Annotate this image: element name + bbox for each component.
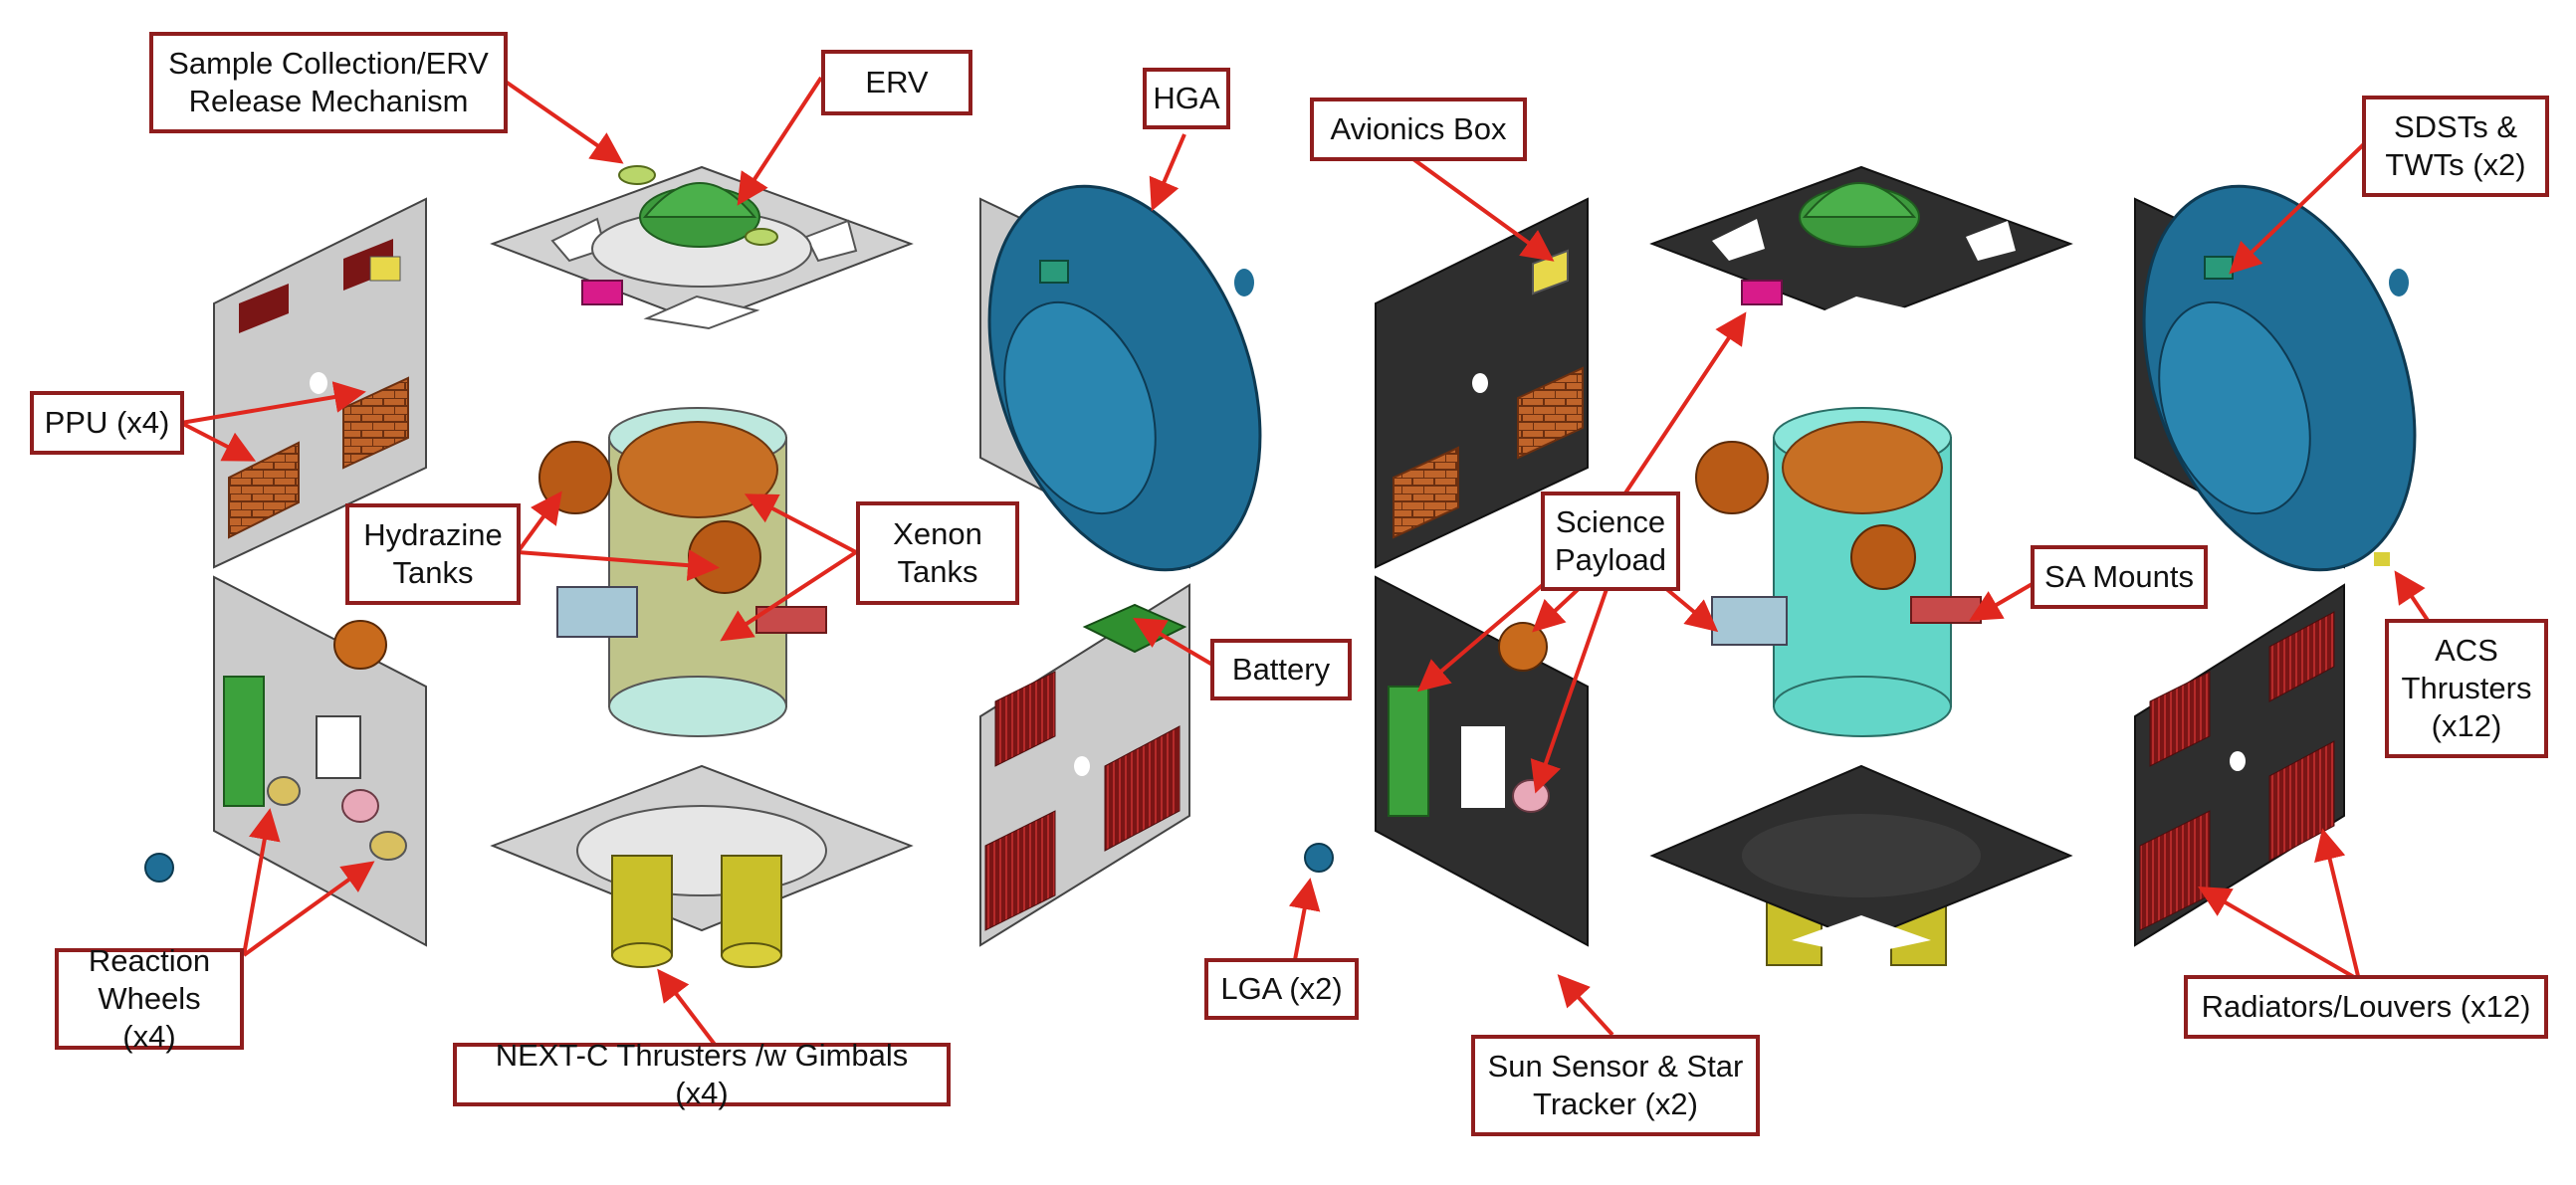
callout-sa-mounts: SA Mounts	[2031, 545, 2208, 609]
callout-sdsts-twts: SDSTs & TWTs (x2)	[2362, 96, 2549, 197]
hga-panel-light	[979, 184, 1262, 572]
callout-avionics-box: Avionics Box	[1310, 98, 1527, 161]
ppu-panel-light	[213, 197, 427, 569]
callout-text: Science Payload	[1554, 504, 1667, 577]
callout-text: LGA (x2)	[1220, 971, 1343, 1006]
callout-science-payload: Science Payload	[1541, 492, 1680, 591]
callout-text: Sun Sensor & Star Tracker (x2)	[1487, 1049, 1744, 1121]
callout-sample-collection: Sample Collection/ERV Release Mechanism	[149, 32, 508, 133]
callout-text: Avionics Box	[1330, 111, 1507, 146]
sdst-panel-dark	[2134, 184, 2417, 572]
callout-sun-sensor: Sun Sensor & Star Tracker (x2)	[1471, 1035, 1760, 1136]
callout-text: Battery	[1231, 652, 1331, 687]
top-deck-dark	[1649, 165, 2073, 328]
callout-text: Hydrazine Tanks	[363, 517, 503, 590]
bottom-deck-light	[490, 764, 914, 968]
callout-text: SA Mounts	[2044, 559, 2194, 594]
bottom-deck-dark	[1649, 764, 2073, 966]
callout-battery: Battery	[1210, 639, 1352, 700]
callout-ppu: PPU (x4)	[30, 391, 184, 455]
callout-text: Reaction Wheels (x4)	[88, 943, 211, 1054]
callout-radiators: Radiators/Louvers (x12)	[2184, 975, 2548, 1039]
callout-erv: ERV	[821, 50, 972, 115]
reaction-wheel-panel-light	[144, 575, 427, 947]
callout-text: ERV	[865, 65, 929, 99]
callout-text: Radiators/Louvers (x12)	[2201, 989, 2531, 1024]
callout-hydrazine-tanks: Hydrazine Tanks	[345, 503, 521, 605]
callout-acs-thrusters: ACS Thrusters (x12)	[2385, 619, 2548, 758]
radiator-panel-dark	[2134, 583, 2345, 947]
callout-text: ACS Thrusters (x12)	[2401, 633, 2532, 743]
callout-reaction-wheels: Reaction Wheels (x4)	[55, 943, 244, 1054]
callout-xenon-tanks: Xenon Tanks	[856, 501, 1019, 605]
avionics-panel-dark	[1375, 197, 1589, 569]
callout-text: Xenon Tanks	[893, 516, 982, 589]
top-deck-light	[490, 165, 914, 330]
callout-text: PPU (x4)	[44, 405, 170, 440]
callout-lga: LGA (x2)	[1204, 958, 1359, 1020]
callout-hga: HGA	[1143, 68, 1230, 129]
callout-text: NEXT-C Thrusters /w Gimbals (x4)	[495, 1038, 909, 1110]
battery-panel-light	[979, 583, 1190, 947]
xenon-tank-stack	[538, 407, 827, 737]
callout-text: HGA	[1153, 81, 1220, 115]
callout-arrows	[180, 76, 2431, 1052]
callout-text: SDSTs & TWTs (x2)	[2385, 109, 2526, 182]
callout-next-c-thrusters: NEXT-C Thrusters /w Gimbals (x4)	[453, 1038, 951, 1110]
tank-stack-dark	[1695, 407, 1982, 737]
callout-text: Sample Collection/ERV Release Mechanism	[168, 46, 489, 118]
